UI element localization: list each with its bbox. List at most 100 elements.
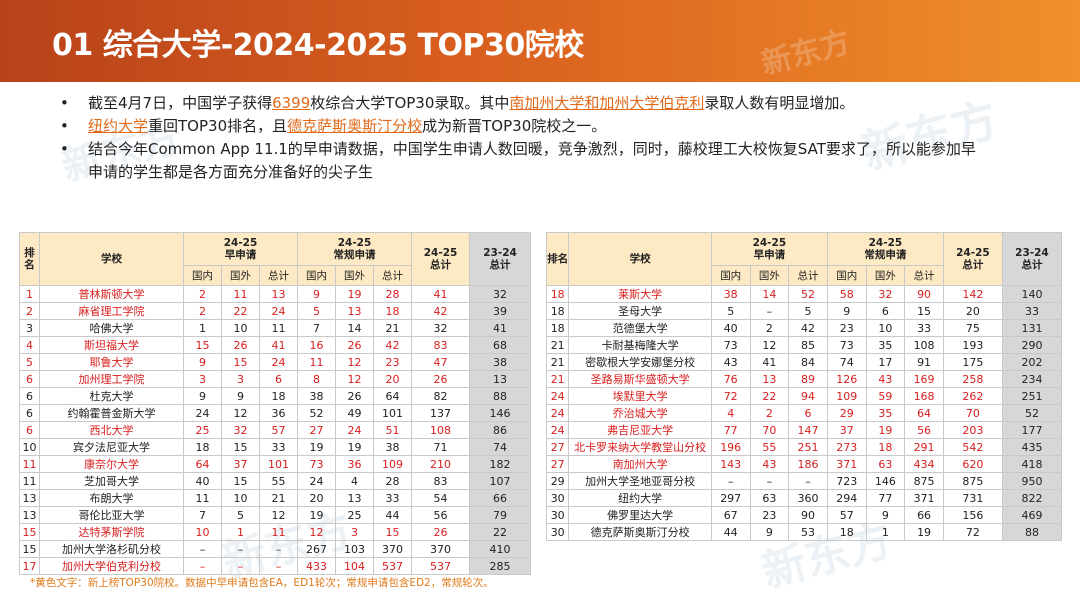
cell-early-intl: 26	[221, 336, 260, 354]
cell-regular-domestic: 273	[826, 438, 867, 456]
table-row: 6 西北大学 25 32 57 27 24 51 108 86	[19, 421, 532, 439]
cell-rank: 18	[545, 302, 570, 320]
table-row: 18 范德堡大学 40 2 42 23 10 33 75 131	[545, 319, 1063, 337]
bullet-3: 结合今年Common App 11.1的早申请数据，中国学生申请人数回暖，竞争激…	[60, 138, 1020, 184]
cell-regular-domestic: 19	[297, 438, 336, 456]
cell-regular-intl: 9	[865, 506, 906, 524]
cell-regular-total: 168	[904, 387, 944, 405]
cell-regular-total: 44	[372, 506, 413, 524]
cell-total-2425: 193	[942, 336, 1003, 354]
cell-early-total: 101	[259, 455, 298, 473]
cell-total-2425: 620	[942, 455, 1003, 473]
cell-rank: 6	[19, 387, 40, 405]
table-row: 3 哈佛大学 1 10 11 7 14 21 32 41	[19, 319, 532, 337]
cell-school: 加州大学伯克利分校	[39, 557, 184, 575]
cell-total-2425: 137	[411, 404, 471, 422]
cell-early-domestic: 72	[710, 387, 751, 405]
cell-school: 斯坦福大学	[39, 336, 184, 354]
cell-total-2324: 140	[1001, 285, 1063, 303]
cell-regular-domestic: 24	[297, 472, 336, 490]
cell-total-2425: 258	[942, 370, 1003, 388]
cell-early-domestic: 24	[183, 404, 222, 422]
cell-total-2425: 203	[942, 421, 1003, 439]
cell-regular-domestic: 11	[297, 353, 336, 371]
cell-total-2425: 875	[942, 472, 1003, 490]
cell-regular-intl: 35	[865, 404, 906, 422]
cell-regular-total: 56	[904, 421, 944, 439]
cell-early-total: 57	[259, 421, 298, 439]
cell-early-domestic: 77	[710, 421, 751, 439]
table-row: 6 杜克大学 9 9 18 38 26 64 82 88	[19, 387, 532, 405]
cell-early-total: 36	[259, 404, 298, 422]
cell-early-intl: 12	[749, 336, 790, 354]
highlight-schools: 南加州大学和加州大学伯克利	[509, 94, 705, 112]
table-row: 21 圣路易斯华盛顿大学 76 13 89 126 43 169 258 234	[545, 370, 1063, 388]
cell-early-total: 360	[788, 489, 828, 507]
cell-regular-total: 18	[372, 302, 413, 320]
cell-early-domestic: 67	[710, 506, 751, 524]
bullet-1: 截至4月7日，中国学子获得6399枚综合大学TOP30录取。其中南加州大学和加州…	[60, 92, 1020, 115]
table-row: 13 布朗大学 11 10 21 20 13 33 54 66	[19, 489, 532, 507]
cell-regular-intl: 24	[335, 421, 374, 439]
cell-regular-intl: 12	[335, 353, 374, 371]
header-regular: 24-25 常规申请	[826, 232, 944, 266]
cell-regular-domestic: 294	[826, 489, 867, 507]
cell-total-2425: 142	[942, 285, 1003, 303]
header-school: 学校	[39, 232, 184, 286]
cell-early-total: 6	[259, 370, 298, 388]
cell-regular-intl: 17	[865, 353, 906, 371]
cell-school: 西北大学	[39, 421, 184, 439]
cell-rank: 18	[545, 285, 570, 303]
cell-regular-domestic: 52	[297, 404, 336, 422]
highlight-count: 6399	[272, 94, 311, 112]
cell-early-total: 94	[788, 387, 828, 405]
cell-regular-total: 21	[372, 319, 413, 337]
table-row: 27 南加州大学 143 43 186 371 63 434 620 418	[545, 455, 1063, 473]
cell-early-intl: 22	[749, 387, 790, 405]
cell-early-intl: 12	[221, 404, 260, 422]
cell-early-total: 11	[259, 319, 298, 337]
cell-total-2324: 469	[1001, 506, 1063, 524]
cell-school: 乔治城大学	[568, 404, 712, 422]
cell-regular-domestic: 723	[826, 472, 867, 490]
cell-early-intl: 13	[749, 370, 790, 388]
cell-regular-total: 434	[904, 455, 944, 473]
cell-total-2324: 285	[469, 557, 532, 575]
cell-rank: 6	[19, 370, 40, 388]
cell-rank: 30	[545, 523, 570, 541]
cell-regular-domestic: 12	[297, 523, 336, 541]
cell-school: 圣路易斯华盛顿大学	[568, 370, 712, 388]
cell-early-intl: 10	[221, 319, 260, 337]
cell-early-total: 12	[259, 506, 298, 524]
cell-early-domestic: 38	[710, 285, 751, 303]
cell-regular-intl: 35	[865, 336, 906, 354]
cell-regular-intl: 19	[865, 421, 906, 439]
cell-regular-intl: 26	[335, 336, 374, 354]
header-bar	[0, 0, 1080, 82]
cell-total-2324: 41	[469, 319, 532, 337]
cell-regular-intl: 6	[865, 302, 906, 320]
header-rank: 排名	[545, 232, 570, 286]
cell-early-total: 84	[788, 353, 828, 371]
cell-regular-domestic: 73	[297, 455, 336, 473]
cell-early-total: 147	[788, 421, 828, 439]
cell-rank: 6	[19, 404, 40, 422]
cell-total-2425: 42	[411, 302, 471, 320]
cell-rank: 5	[19, 353, 40, 371]
page-title: 01 综合大学-2024-2025 TOP30院校	[52, 28, 584, 63]
cell-regular-intl: 36	[335, 455, 374, 473]
cell-early-total: 13	[259, 285, 298, 303]
table-row: 11 芝加哥大学 40 15 55 24 4 28 83 107	[19, 472, 532, 490]
cell-school: 加州大学圣地亚哥分校	[568, 472, 712, 490]
cell-regular-intl: 19	[335, 285, 374, 303]
summary-bullets: 截至4月7日，中国学子获得6399枚综合大学TOP30录取。其中南加州大学和加州…	[60, 92, 1020, 184]
cell-early-total: 52	[788, 285, 828, 303]
cell-school: 圣母大学	[568, 302, 712, 320]
cell-school: 哈佛大学	[39, 319, 184, 337]
cell-early-domestic: 10	[183, 523, 222, 541]
cell-total-2324: 66	[469, 489, 532, 507]
ranking-table-right: 排名 学校 24-25 早申请 24-25 常规申请 24-25 总计 23-2…	[545, 232, 1063, 541]
cell-school: 耶鲁大学	[39, 353, 184, 371]
header-total-2324: 23-24 总计	[469, 232, 532, 286]
cell-regular-intl: 25	[335, 506, 374, 524]
